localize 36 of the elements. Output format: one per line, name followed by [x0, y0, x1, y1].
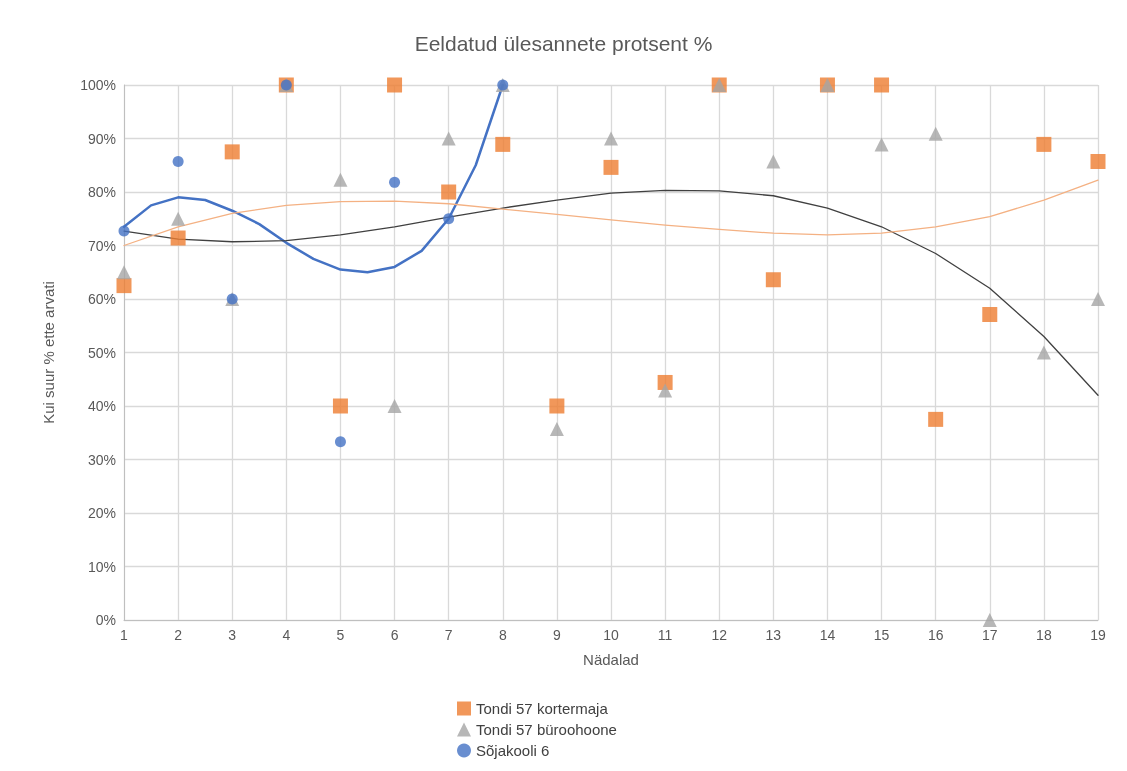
y-axis-title: Kui suur % ette arvati	[40, 281, 57, 424]
y-tick-label: 100%	[80, 77, 116, 93]
chart-title: Eeldatud ülesannete protsent %	[414, 32, 713, 55]
x-tick-label: 3	[228, 627, 237, 643]
y-tick-label: 50%	[87, 344, 116, 361]
x-tick-label: 1	[120, 627, 129, 643]
x-tick-label: 13	[765, 627, 782, 643]
x-axis-title: Nädalad	[583, 651, 639, 668]
x-tick-label: 17	[981, 627, 998, 643]
legend-label: Sõjakooli 6	[476, 742, 550, 759]
x-tick-label: 15	[873, 627, 890, 643]
x-tick-label: 5	[336, 627, 345, 643]
legend-label: Tondi 57 kortermaja	[476, 700, 609, 717]
x-tick-label: 9	[552, 627, 561, 643]
x-tick-label: 18	[1036, 627, 1052, 643]
x-tick-label: 6	[390, 627, 399, 643]
x-tick-label: 14	[819, 627, 836, 643]
x-tick-label: 8	[498, 627, 507, 643]
y-tick-label: 90%	[87, 130, 116, 147]
y-tick-label: 10%	[87, 558, 116, 575]
x-tick-label: 11	[657, 627, 673, 643]
x-tick-label: 10	[603, 627, 619, 643]
x-tick-label: 4	[282, 627, 291, 643]
y-tick-label: 20%	[87, 505, 116, 521]
y-tick-label: 30%	[87, 451, 116, 468]
x-tick-label: 2	[174, 627, 183, 643]
y-tick-label: 80%	[87, 184, 116, 200]
legend-label: Tondi 57 büroohoone	[476, 721, 617, 738]
y-tick-label: 40%	[87, 398, 116, 414]
y-tick-label: 70%	[87, 237, 116, 254]
x-tick-label: 19	[1090, 627, 1106, 643]
x-tick-label: 12	[711, 627, 728, 643]
y-tick-label: 60%	[87, 291, 116, 307]
x-tick-label: 7	[444, 627, 453, 643]
y-tick-label: 0%	[95, 612, 116, 628]
x-tick-label: 16	[927, 627, 944, 643]
